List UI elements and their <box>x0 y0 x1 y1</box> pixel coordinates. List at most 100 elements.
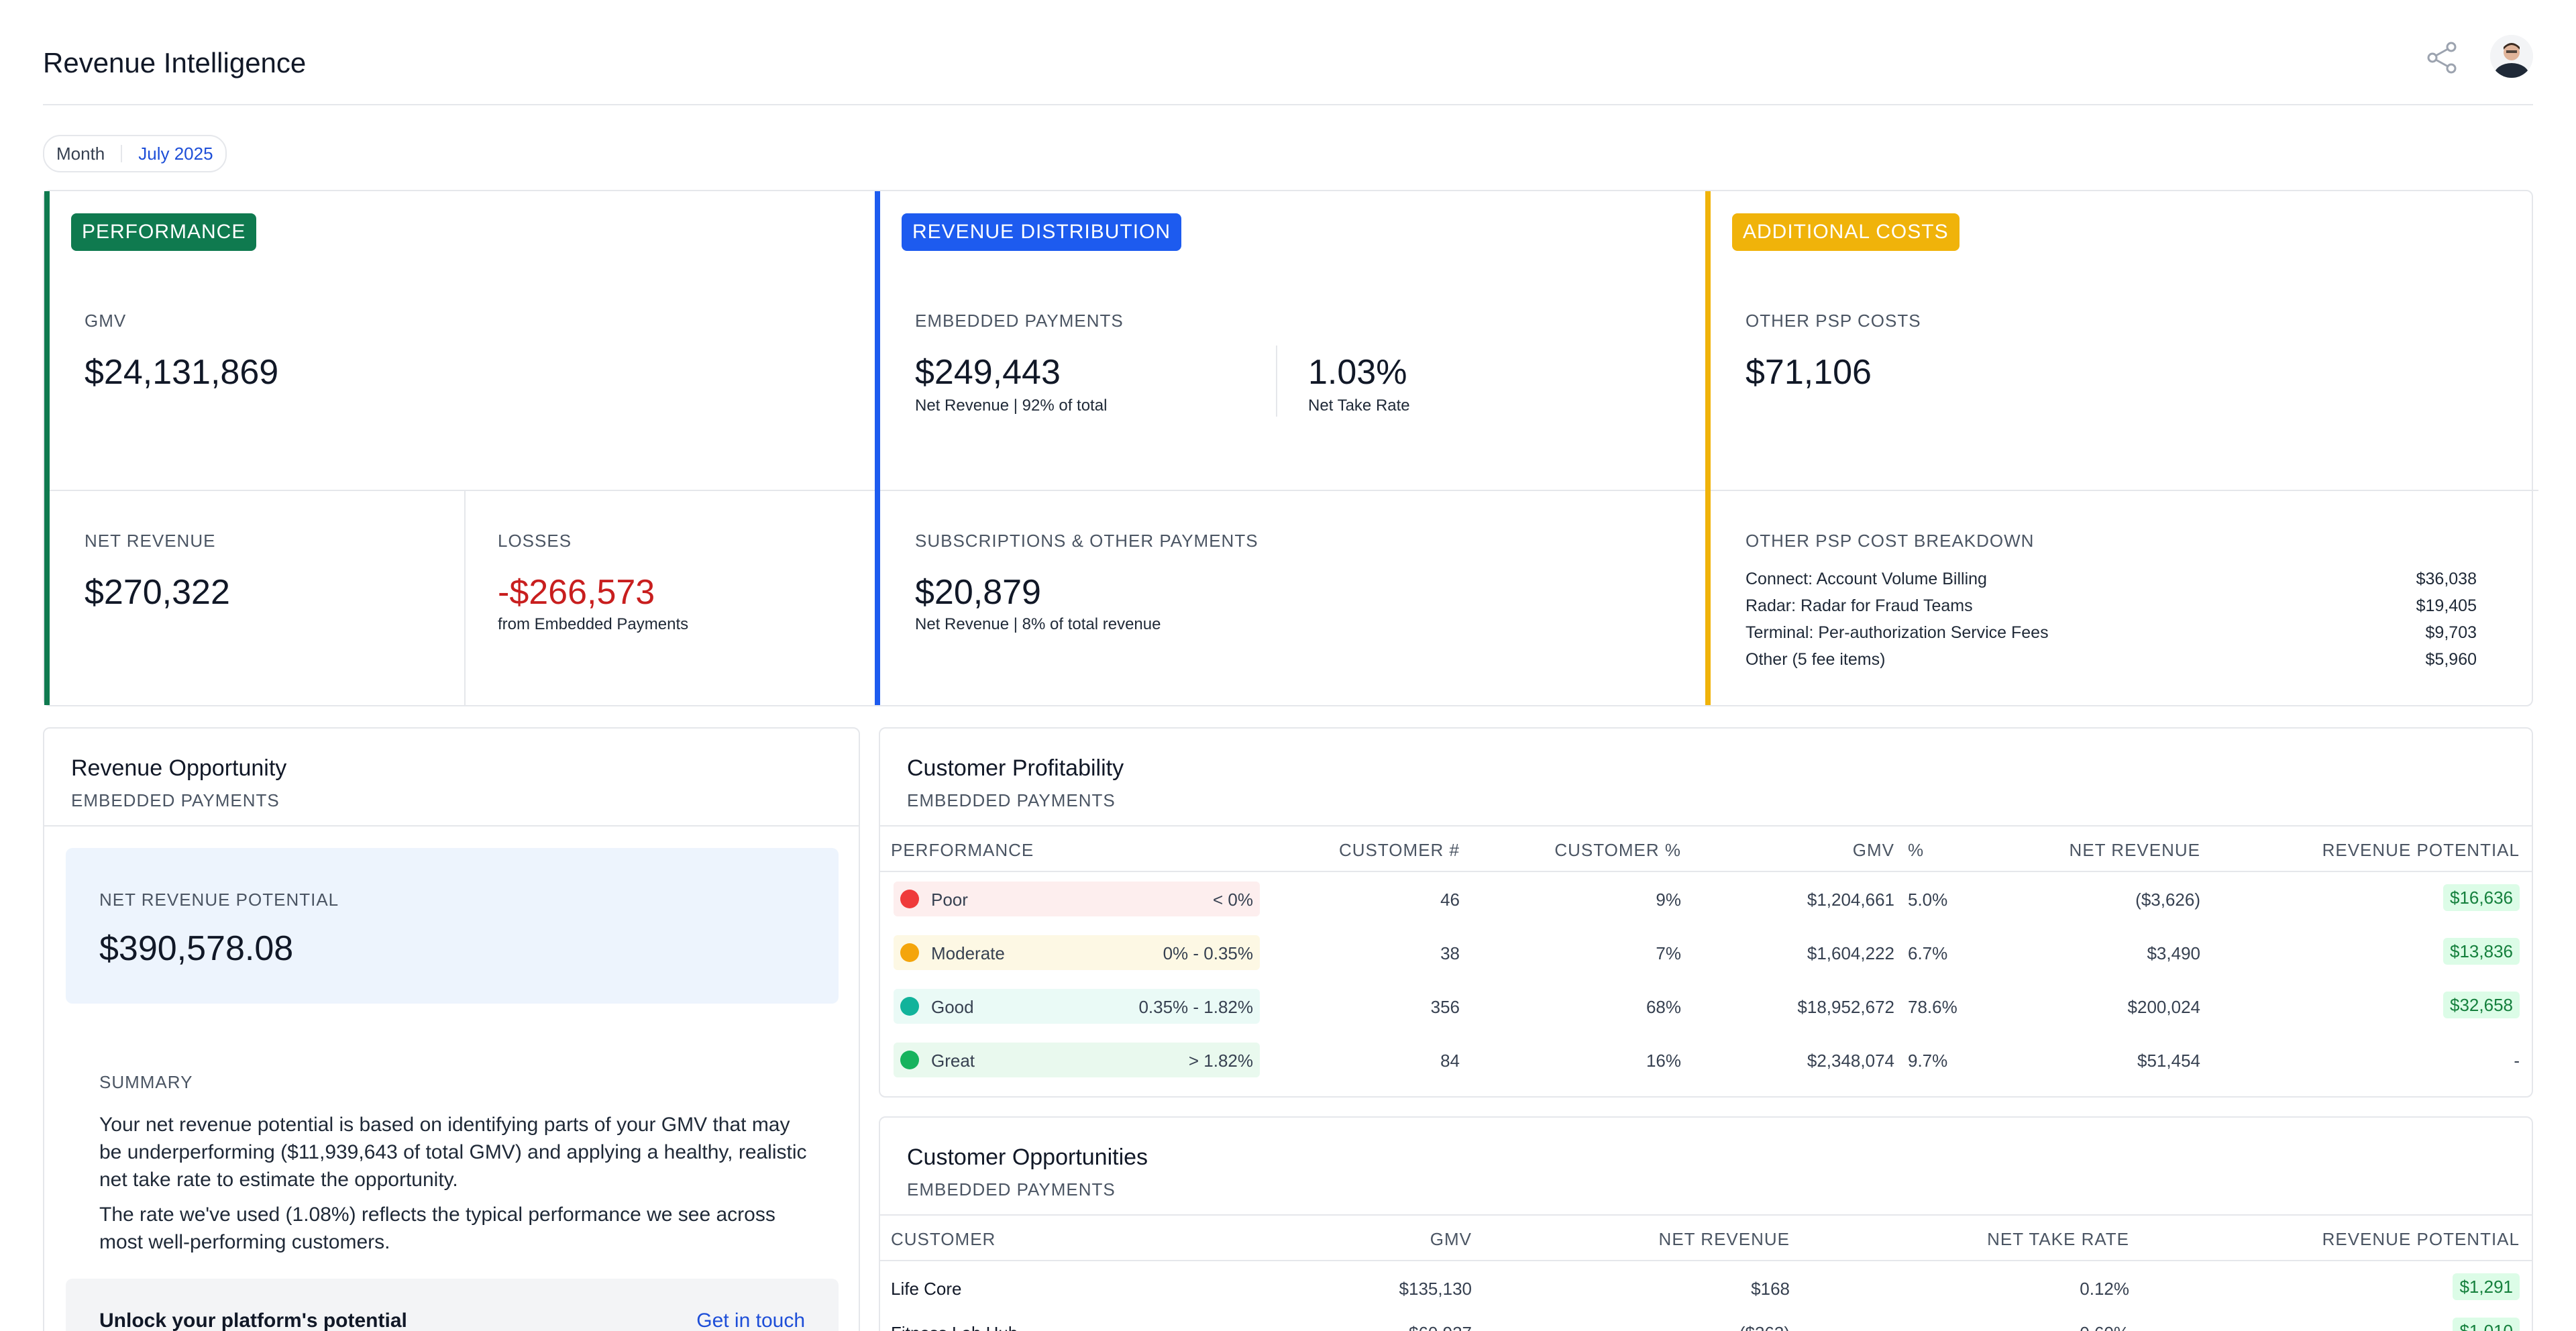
card-subtitle: EMBEDDED PAYMENTS <box>907 1179 1116 1200</box>
filter-label: Month <box>56 143 105 164</box>
customer-count: 84 <box>1440 1051 1460 1071</box>
performance-pill: Poor < 0% <box>894 882 1260 916</box>
gmv: $18,952,672 <box>1797 997 1894 1017</box>
list-item: Other (5 fee items) $5,960 <box>1746 650 2477 677</box>
column-header: % <box>1908 840 1925 860</box>
net-revenue: $51,454 <box>2137 1051 2200 1071</box>
revenue-opportunity-card: Revenue Opportunity EMBEDDED PAYMENTS NE… <box>43 727 860 1331</box>
divider <box>50 490 880 491</box>
month-filter[interactable]: Month July 2025 <box>43 135 227 172</box>
get-in-touch-link[interactable]: Get in touch <box>696 1310 805 1331</box>
cost-name: Other (5 fee items) <box>1746 650 1886 669</box>
divider <box>880 490 1711 491</box>
divider <box>880 1260 2532 1261</box>
losses-value: -$266,573 <box>498 573 655 612</box>
customer-count: 356 <box>1430 997 1460 1017</box>
potential-label: NET REVENUE POTENTIAL <box>99 890 339 910</box>
net-revenue-potential-box: NET REVENUE POTENTIAL $390,578.08 <box>66 848 839 1004</box>
performance-range: 0.35% - 1.82% <box>1138 997 1253 1017</box>
table-row[interactable]: Life Core $135,130 $168 0.12% $1,291 <box>880 1261 2532 1315</box>
customer-count: 46 <box>1440 890 1460 910</box>
gmv-value: $24,131,869 <box>85 353 279 392</box>
list-item: Terminal: Per-authorization Service Fees… <box>1746 623 2477 650</box>
cost-value: $9,703 <box>2425 623 2477 642</box>
divider <box>880 1214 2532 1216</box>
status-dot-icon <box>900 890 919 908</box>
other-psp-costs-label: OTHER PSP COSTS <box>1746 311 1921 331</box>
performance-range: < 0% <box>1213 890 1253 910</box>
card-title: Customer Profitability <box>907 755 1124 781</box>
customer-percent: 9% <box>1656 890 1681 910</box>
table-row: Poor < 0% 46 9% $1,204,661 5.0% ($3,626)… <box>880 872 2532 926</box>
filter-divider <box>121 145 123 162</box>
gmv-label: GMV <box>85 311 127 331</box>
customer-name[interactable]: Fitness Lab Hub <box>891 1323 1018 1331</box>
unlock-banner: Unlock your platform's potential Get in … <box>66 1279 839 1331</box>
filter-value[interactable]: July 2025 <box>138 143 213 164</box>
gmv: $2,348,074 <box>1807 1051 1894 1071</box>
performance-badge: PERFORMANCE <box>71 213 257 251</box>
customer-percent: 7% <box>1656 943 1681 963</box>
cost-name: Connect: Account Volume Billing <box>1746 570 1987 588</box>
net-revenue: ($363) <box>1739 1323 1790 1331</box>
performance-range: > 1.82% <box>1188 1051 1253 1071</box>
status-dot-icon <box>900 997 919 1016</box>
column-header: NET REVENUE <box>1658 1229 1790 1249</box>
gmv-percent: 9.7% <box>1908 1051 1948 1071</box>
revenue-potential-badge: $13,836 <box>2443 938 2520 965</box>
customer-count: 38 <box>1440 943 1460 963</box>
customer-profitability-card: Customer Profitability EMBEDDED PAYMENTS… <box>879 727 2533 1098</box>
revenue-distribution-badge: REVENUE DISTRIBUTION <box>902 213 1182 251</box>
column-header: CUSTOMER <box>891 1229 996 1249</box>
column-header: PERFORMANCE <box>891 840 1034 860</box>
card-subtitle: EMBEDDED PAYMENTS <box>71 790 280 810</box>
net-revenue-value: $270,322 <box>85 573 230 612</box>
column-header: GMV <box>1430 1229 1472 1249</box>
divider <box>44 825 859 827</box>
column-header: NET REVENUE <box>2069 840 2200 860</box>
column-header: CUSTOMER # <box>1339 840 1460 860</box>
gmv: $1,204,661 <box>1807 890 1894 910</box>
status-dot-icon <box>900 1051 919 1069</box>
subscriptions-label: SUBSCRIPTIONS & OTHER PAYMENTS <box>915 531 1258 551</box>
card-subtitle: EMBEDDED PAYMENTS <box>907 790 1116 810</box>
gmv-percent: 78.6% <box>1908 997 1957 1017</box>
divider <box>880 825 2532 827</box>
customer-name[interactable]: Life Core <box>891 1279 962 1299</box>
net-take-rate: 0.60% <box>2080 1323 2129 1331</box>
column-header: NET TAKE RATE <box>1987 1229 2129 1249</box>
list-item: Radar: Radar for Fraud Teams $19,405 <box>1746 596 2477 623</box>
performance-name: Good <box>931 997 974 1017</box>
avatar[interactable] <box>2490 35 2533 78</box>
net-take-rate-label: Net Take Rate <box>1308 396 1410 415</box>
potential-value: $390,578.08 <box>99 929 294 968</box>
summary-paragraph: The rate we've used (1.08%) reflects the… <box>99 1204 775 1253</box>
cost-name: Terminal: Per-authorization Service Fees <box>1746 623 2049 642</box>
losses-subtext: from Embedded Payments <box>498 615 689 633</box>
status-dot-icon <box>900 943 919 962</box>
share-icon[interactable] <box>2423 39 2461 76</box>
gmv: $1,604,222 <box>1807 943 1894 963</box>
revenue-potential-badge: $16,636 <box>2443 884 2520 911</box>
performance-range: 0% - 0.35% <box>1163 943 1253 963</box>
cost-value: $36,038 <box>2416 570 2477 588</box>
net-revenue-label: NET REVENUE <box>85 531 216 551</box>
losses-label: LOSSES <box>498 531 572 551</box>
divider <box>464 491 466 705</box>
performance-name: Poor <box>931 890 968 910</box>
embedded-payments-label: EMBEDDED PAYMENTS <box>915 311 1124 331</box>
column-header: REVENUE POTENTIAL <box>2322 1229 2520 1249</box>
customer-percent: 68% <box>1646 997 1681 1017</box>
net-revenue: $3,490 <box>2147 943 2200 963</box>
divider <box>1276 345 1277 417</box>
net-revenue: ($3,626) <box>2135 890 2200 910</box>
revenue-potential-badge: $1,291 <box>2453 1273 2520 1300</box>
net-take-rate-value: 1.03% <box>1308 353 1407 392</box>
table-row[interactable]: Fitness Lab Hub $60,927 ($363) 0.60% $1,… <box>880 1306 2532 1331</box>
additional-costs-badge: ADDITIONAL COSTS <box>1732 213 1960 251</box>
performance-name: Great <box>931 1051 975 1071</box>
card-title: Revenue Opportunity <box>71 755 287 781</box>
divider <box>1711 490 2538 491</box>
unlock-text: Unlock your platform's potential <box>99 1310 407 1331</box>
additional-costs-section: ADDITIONAL COSTS OTHER PSP COSTS $71,106… <box>1705 191 2538 705</box>
